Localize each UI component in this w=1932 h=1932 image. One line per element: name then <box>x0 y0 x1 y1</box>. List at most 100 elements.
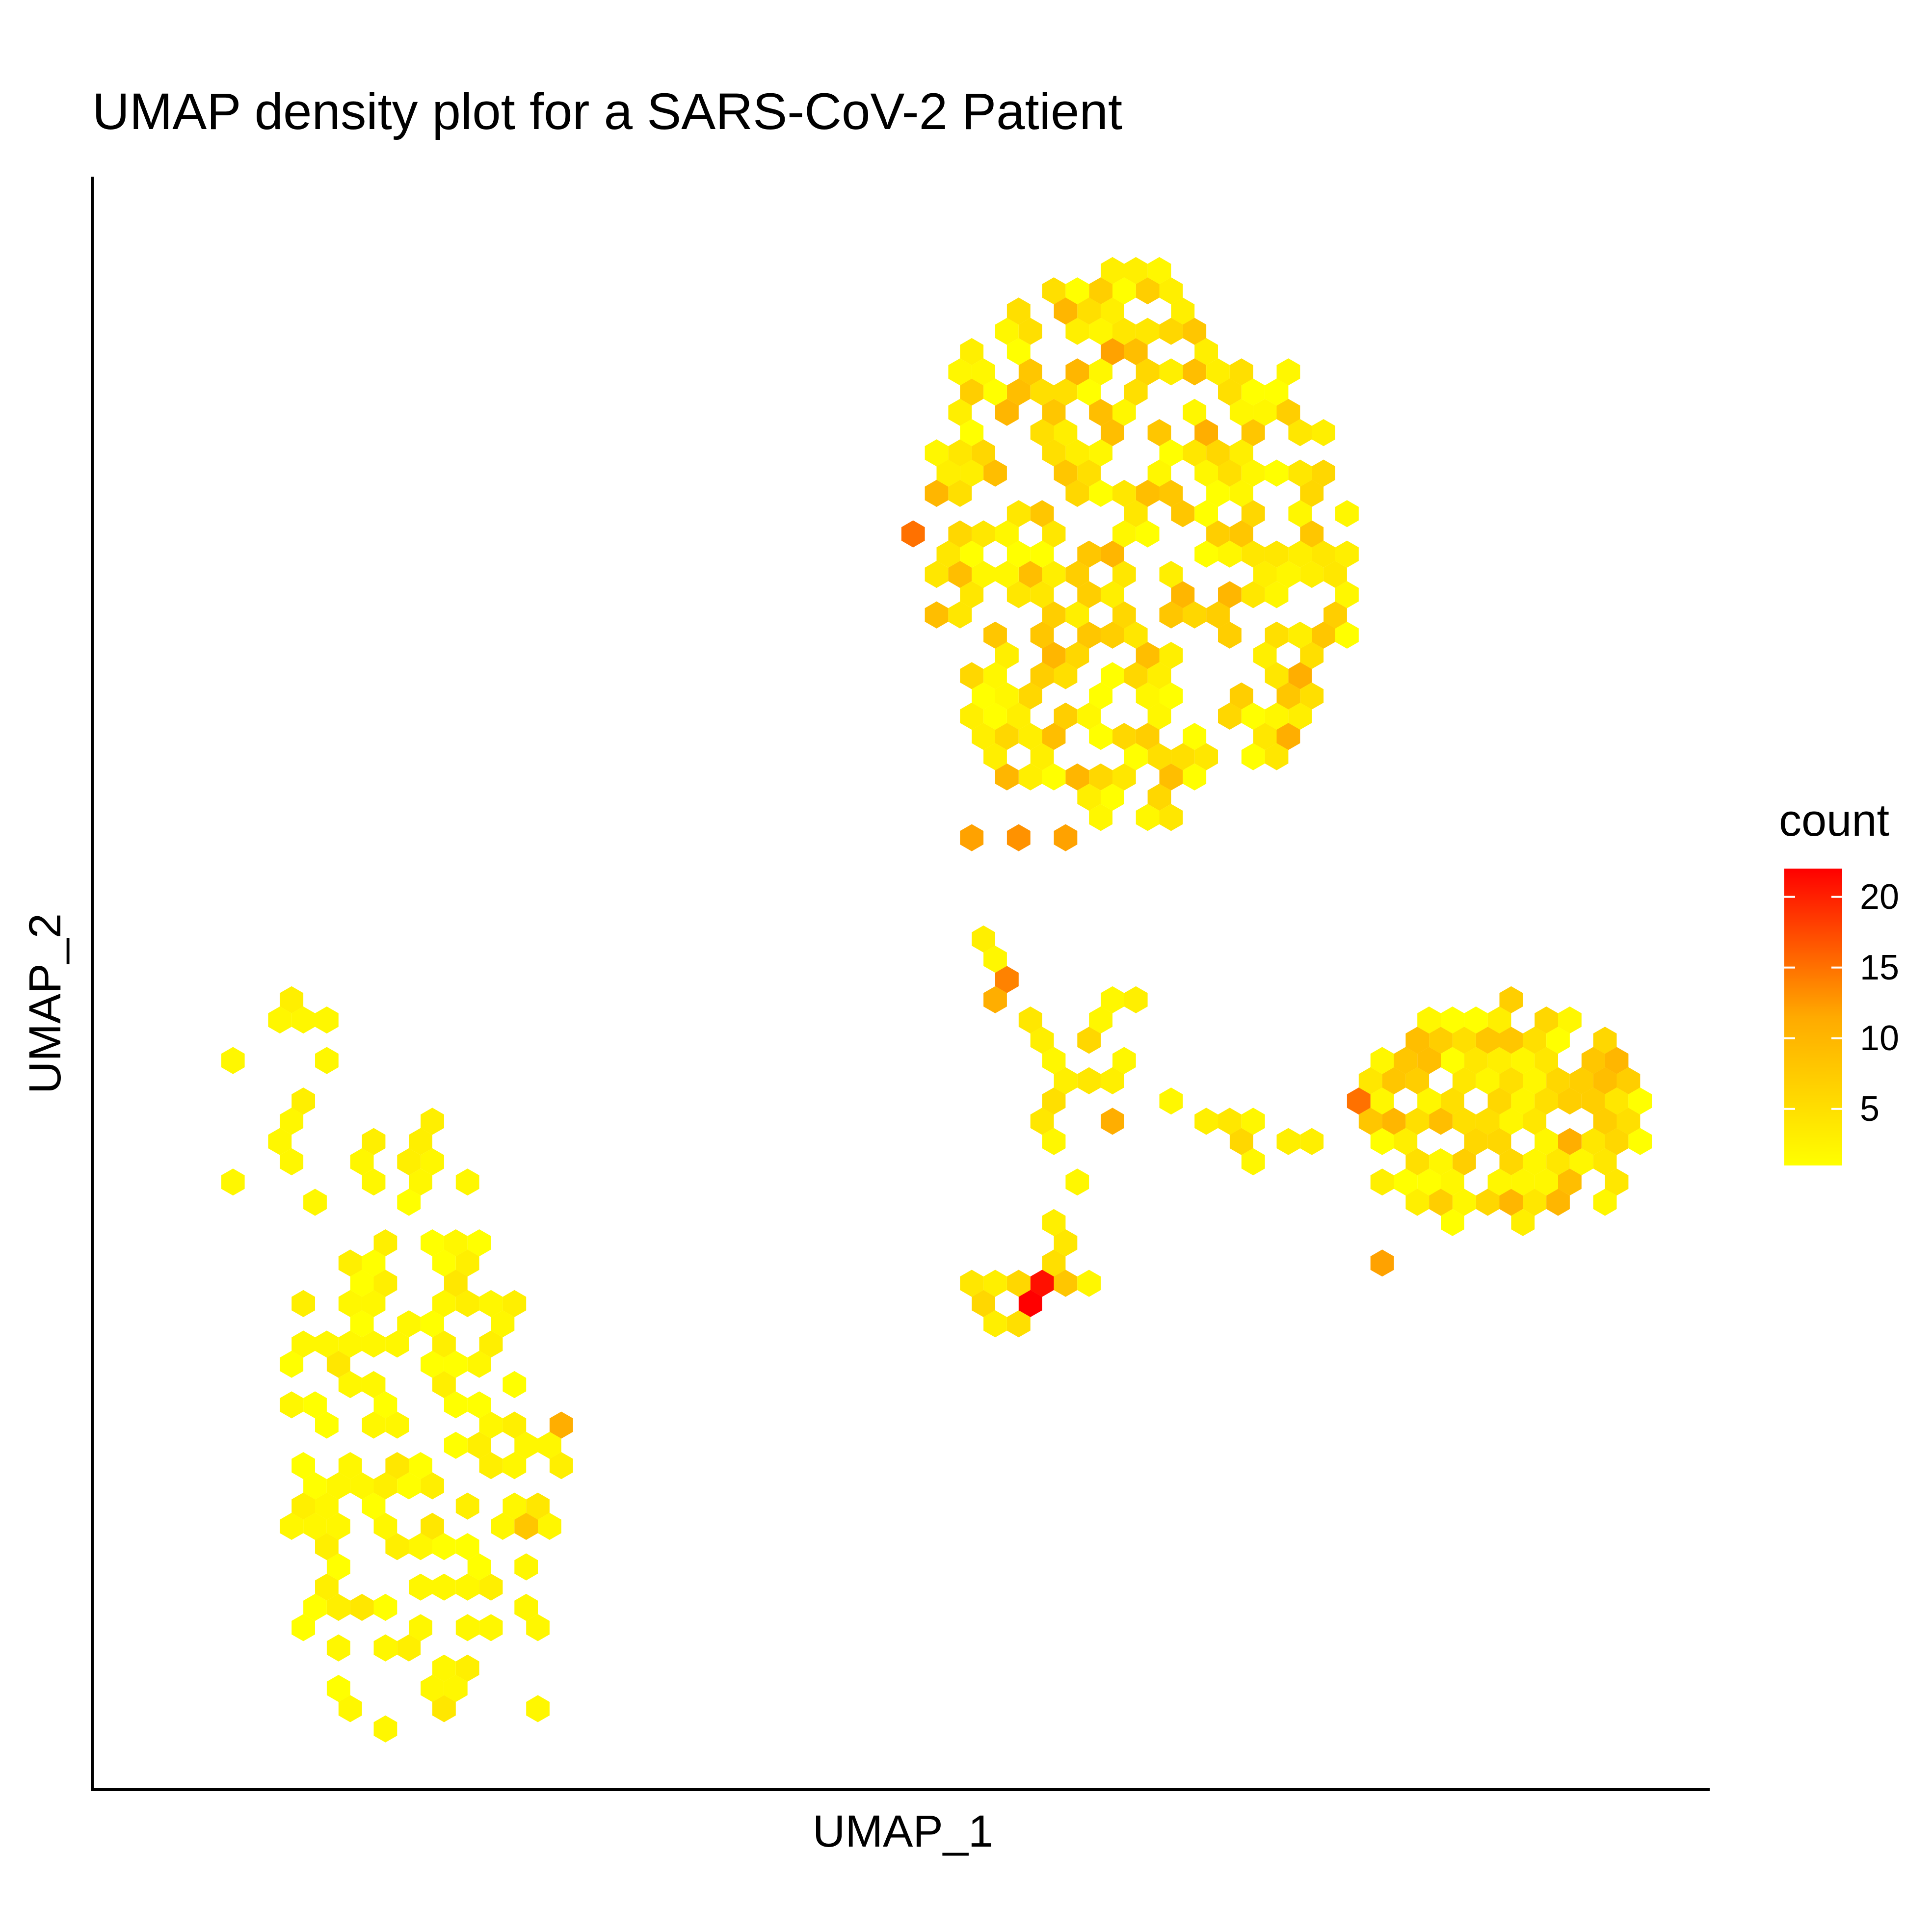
hexbin-cell <box>1546 1027 1570 1054</box>
hexbin-cell <box>1018 318 1042 345</box>
hexbin-cell <box>1288 500 1312 528</box>
hexbin-cell <box>1006 338 1031 366</box>
hexbin-cell <box>479 1452 503 1480</box>
hexbin-cell <box>467 1350 491 1378</box>
hexbin-cell <box>1511 1047 1535 1074</box>
hexbin-cell <box>1394 1047 1418 1074</box>
hexbin-cell <box>1159 682 1183 710</box>
hexbin-cell <box>1593 1027 1617 1054</box>
hexbin-cell <box>1101 1067 1124 1094</box>
hexbin-cell <box>1077 1027 1101 1054</box>
hexbin-cell <box>1253 723 1277 750</box>
hexbin-cell <box>280 1148 304 1176</box>
legend-tick-label: 15 <box>1860 948 1900 987</box>
hexbin-cell <box>948 358 972 386</box>
hexbin-cell <box>315 1047 339 1074</box>
hexbin-cell <box>1065 277 1089 305</box>
hexbin-cell <box>350 1148 374 1176</box>
hexbin-cell <box>1006 581 1031 609</box>
hexbin-cell <box>1335 540 1359 568</box>
hexbin-cell <box>1593 1067 1617 1094</box>
hexbin-cell <box>1382 1108 1406 1135</box>
hexbin-cell <box>1124 378 1148 406</box>
hexbin-cell <box>960 419 984 447</box>
hexbin-cell <box>1136 358 1160 386</box>
hexbin-cell <box>1183 723 1207 750</box>
hexbin-cell <box>1054 662 1078 689</box>
hexbin-cell <box>1452 1189 1476 1216</box>
hexbin-cell <box>1159 439 1183 467</box>
hexbin-cell <box>983 702 1007 730</box>
hexbin-cell <box>995 723 1019 750</box>
hexbin-cell <box>1042 642 1066 669</box>
hexbin-cell <box>1452 1108 1476 1135</box>
hexbin-cell <box>1194 500 1218 528</box>
hexbin-cell <box>1042 1047 1066 1074</box>
hexbin-cell <box>362 1168 386 1196</box>
hexbin-cell <box>1370 1249 1394 1277</box>
hexbin-cell <box>1171 743 1195 770</box>
hexbin-cell <box>1300 1128 1324 1155</box>
hexbin-cell <box>350 1310 374 1338</box>
hexbin-cell <box>421 1675 444 1702</box>
hexbin-cell <box>1405 1108 1429 1135</box>
hexbin-cell <box>960 540 984 568</box>
hexbin-cell <box>1124 338 1148 366</box>
hexbin-cell <box>1089 479 1112 507</box>
hexbin-cell <box>1288 540 1312 568</box>
hexbin-cell <box>1159 642 1183 669</box>
hexbin-cell <box>925 601 949 629</box>
hexbin-cell <box>1112 723 1136 750</box>
hexbin-cell <box>1077 581 1101 609</box>
hexbin-cell <box>1229 479 1253 507</box>
hexbin-cell <box>1405 1148 1429 1176</box>
hexbin-cell <box>1628 1128 1652 1155</box>
hexbin-cell <box>1065 560 1089 588</box>
hexbin-cell <box>948 398 972 426</box>
hexbin-cell <box>1018 1006 1042 1034</box>
hexbin-cell <box>1112 560 1136 588</box>
hexbin-cell <box>1605 1047 1629 1074</box>
hexbin-cell <box>948 560 972 588</box>
hexbin-cell <box>1006 702 1031 730</box>
hexbin-cell <box>1441 1209 1464 1236</box>
hexbin-cell <box>1241 581 1265 609</box>
hexbin-cell <box>1171 581 1195 609</box>
hexbin-cell <box>1042 723 1066 750</box>
hexbin-cell <box>1605 1087 1629 1115</box>
hexbin-cell <box>1042 601 1066 629</box>
hexbin-cell <box>409 1168 432 1196</box>
hexbin-cell <box>373 1391 397 1419</box>
hexbin-cell <box>326 1634 350 1662</box>
hexbin-cell <box>1112 479 1136 507</box>
hexbin-cell <box>1018 763 1042 791</box>
hexbin-cell <box>1265 662 1289 689</box>
hexbin-cell <box>1558 1087 1582 1115</box>
hexbin-cell <box>936 459 960 487</box>
hexbin-cell <box>1276 723 1300 750</box>
hexbin-cell <box>221 1047 245 1074</box>
hexbin-cell <box>1288 419 1312 447</box>
hexbin-cell <box>1112 520 1136 548</box>
legend-title: count <box>1779 795 1890 846</box>
hexbin-cell <box>373 1472 397 1500</box>
hexbin-cell <box>385 1533 409 1561</box>
hexbin-cell <box>409 1452 432 1480</box>
hexbin-cell <box>972 1290 995 1317</box>
hexbin-cell <box>960 459 984 487</box>
hexbin-cell <box>1229 439 1253 467</box>
hexbin-cell <box>1370 1128 1394 1155</box>
hexbin-cell <box>373 1715 397 1743</box>
hexbin-cell <box>1581 1047 1605 1074</box>
hexbin-cell <box>444 1675 468 1702</box>
hexbin-cell <box>1276 398 1300 426</box>
hexbin-cell <box>455 1573 479 1601</box>
hexbin-cell <box>303 1593 327 1621</box>
hexbin-cell <box>1183 318 1207 345</box>
hexbin-cell <box>1101 1108 1124 1135</box>
hexbin-cell <box>983 1310 1007 1338</box>
hexbin-cell <box>1065 601 1089 629</box>
hexbin-cell <box>1558 1168 1582 1196</box>
hexbin-cell <box>1265 540 1289 568</box>
hexbin-cell <box>1288 702 1312 730</box>
